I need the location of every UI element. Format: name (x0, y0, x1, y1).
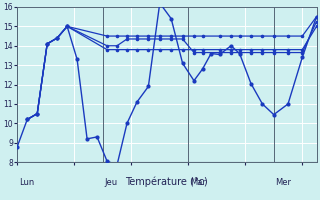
Text: Jeu: Jeu (104, 178, 117, 187)
X-axis label: Température (°c): Température (°c) (125, 176, 208, 187)
Text: Mar: Mar (190, 178, 205, 187)
Text: Mer: Mer (275, 178, 291, 187)
Text: Lun: Lun (19, 178, 34, 187)
